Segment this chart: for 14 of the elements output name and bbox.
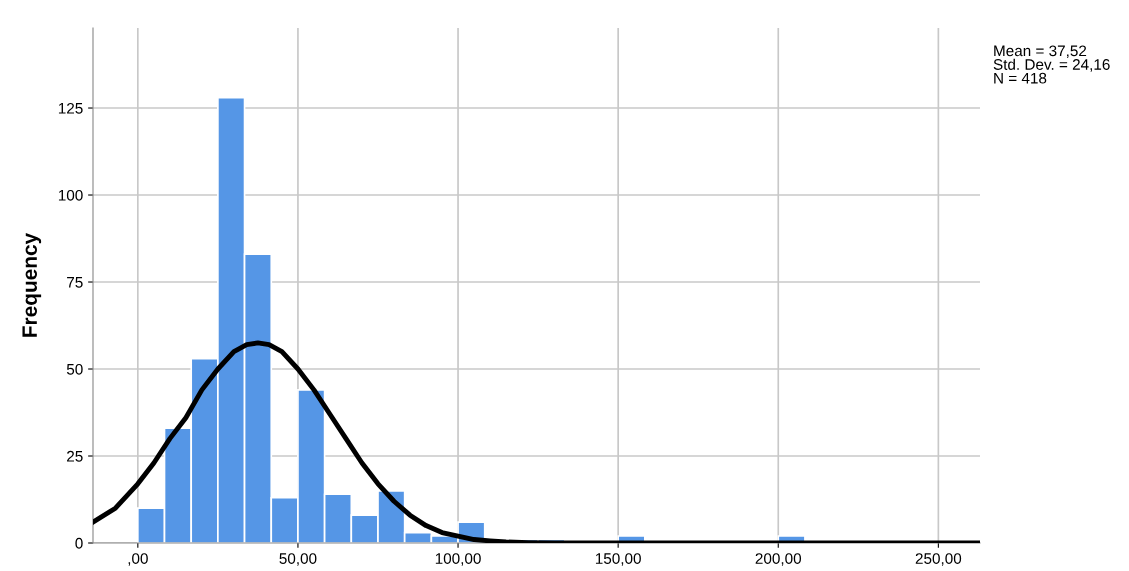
y-tick-label: 50 — [66, 363, 83, 375]
x-tick-label: 150,00 — [595, 553, 641, 566]
x-tick-label: 100,00 — [435, 553, 481, 566]
text: Mean = 37,52 Std. Dev. = 24,16 N = 418 — [993, 45, 1110, 84]
x-tick-label: 250,00 — [915, 553, 962, 566]
y-tick-label: 0 — [75, 537, 83, 549]
y-tick-label: 25 — [67, 450, 83, 462]
y-tick-label: 125 — [58, 102, 83, 114]
x-tick-label: 50,00 — [279, 553, 317, 566]
x-tick-label: ,00 — [128, 553, 148, 566]
x-tick-label: 200,00 — [755, 553, 802, 566]
y-tick-label: 75 — [67, 277, 83, 288]
y-tick-label: 100 — [58, 189, 83, 201]
y-axis-title: Frequency — [22, 232, 42, 337]
